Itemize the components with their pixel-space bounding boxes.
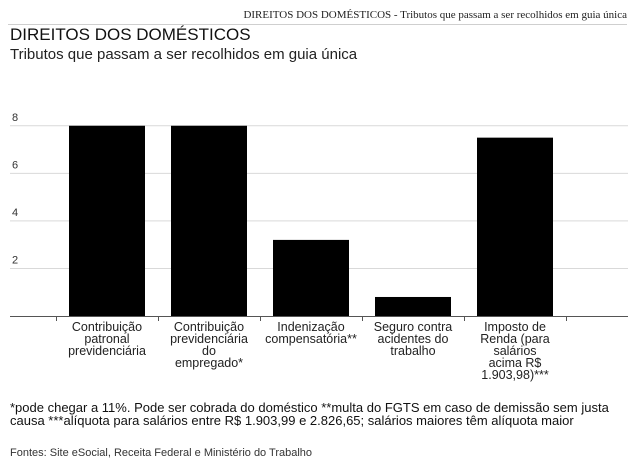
y-tick-label: 2 <box>12 254 18 266</box>
chart-source: Fontes: Site eSocial, Receita Federal e … <box>10 447 313 459</box>
x-tick-label-line: 1.903,98)*** <box>481 368 549 382</box>
y-tick-label: 6 <box>12 159 18 171</box>
x-tick-label-line: empregado* <box>175 356 243 370</box>
x-tick-label-line: do <box>202 344 216 358</box>
x-tick-label-line: Indenização <box>277 320 344 334</box>
x-tick-label-line: Contribuição <box>72 320 142 334</box>
header-divider <box>8 24 627 25</box>
x-tick-label-line: compensatória** <box>265 332 357 346</box>
x-tick-label-line: Imposto de <box>484 320 546 334</box>
x-tick-label-line: trabalho <box>390 344 435 358</box>
bar <box>477 137 553 316</box>
chart-footnote: *pode chegar a 11%. Pode ser cobrada do … <box>10 400 609 428</box>
x-tick-label-line: acidentes do <box>378 332 449 346</box>
x-tick-label-line: acima R$ <box>489 356 542 370</box>
x-tick-label-line: Renda (para <box>480 332 550 346</box>
x-tick-label-line: Seguro contra <box>374 320 453 334</box>
y-tick-label: 8 <box>12 112 18 124</box>
x-tick-label-line: previdenciária <box>68 344 146 358</box>
x-tick-label: Contribuição patronal previdenciária <box>68 320 146 358</box>
x-tick-label-line: patronal <box>84 332 129 346</box>
bar <box>171 125 247 316</box>
x-tick-label-line: Contribuição <box>174 320 244 334</box>
chart-title: DIREITOS DOS DOMÉSTICOS <box>10 25 251 44</box>
x-tick-label: Indenização compensatória** <box>265 320 357 346</box>
x-tick-label-line: previdenciária <box>170 332 248 346</box>
x-tick-label: Contribuição previdenciária do empregado* <box>170 320 248 370</box>
y-tick-label: 4 <box>12 207 18 219</box>
chart-subtitle: Tributos que passam a ser recolhidos em … <box>10 46 358 63</box>
x-tick-label: Imposto de Renda (para salários acima R$ 1.9… <box>480 320 550 382</box>
bar <box>69 125 145 316</box>
x-tick-label-line: salários <box>493 344 536 358</box>
header-topline: DIREITOS DOS DOMÉSTICOS - Tributos que p… <box>243 9 627 21</box>
bar <box>375 296 451 316</box>
bar <box>273 239 349 316</box>
x-tick-label: Seguro contra acidentes do trabalho <box>374 320 453 358</box>
